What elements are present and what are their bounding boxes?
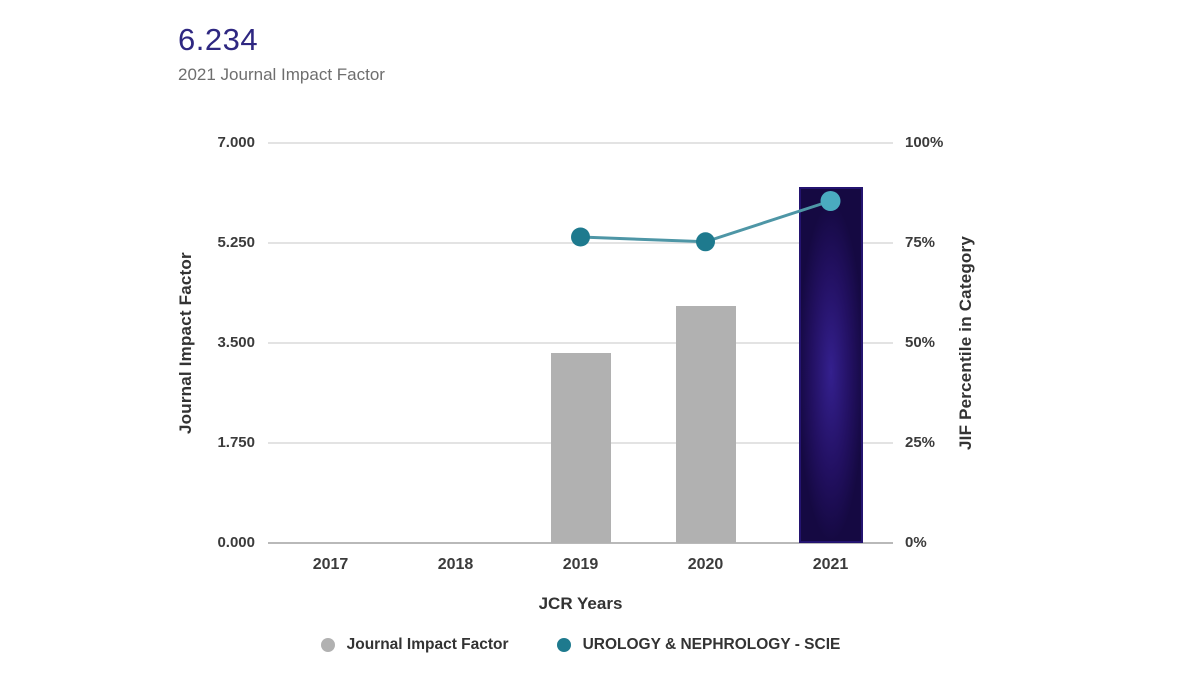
plot-area — [268, 142, 893, 544]
right-axis-tick-label: 0% — [905, 534, 927, 551]
legend-item-category-percentile[interactable]: UROLOGY & NEPHROLOGY - SCIE — [556, 636, 841, 654]
jif-caption: 2021 Journal Impact Factor — [178, 65, 385, 84]
impact-factor-bar-2019[interactable] — [550, 352, 611, 543]
right-axis-tick-label: 50% — [905, 334, 936, 351]
x-axis-tick-label-2017: 2017 — [312, 556, 349, 573]
percentile-point-2020[interactable] — [696, 232, 715, 252]
gray-dot-icon — [320, 638, 335, 652]
left-axis-tick-label: 5.250 — [217, 234, 255, 251]
header: 6.234 2021 Journal Impact Factor — [178, 22, 385, 85]
teal-dot-icon — [556, 638, 571, 652]
x-axis-title: JCR Years — [538, 594, 623, 613]
gridline — [268, 142, 893, 144]
impact-factor-bar-2020[interactable] — [675, 305, 736, 543]
right-axis-tick-label: 100% — [905, 134, 944, 151]
right-axis-tick-label: 25% — [905, 434, 936, 451]
jif-value: 6.234 — [178, 22, 259, 57]
left-axis-tick-label: 0.000 — [217, 534, 255, 551]
x-axis-tick-label-2021: 2021 — [812, 556, 849, 573]
legend-label: UROLOGY & NEPHROLOGY - SCIE — [582, 636, 841, 653]
percentile-line-layer — [571, 191, 841, 252]
gridline — [268, 342, 893, 344]
x-axis-tick-label-2018: 2018 — [437, 556, 474, 573]
left-axis-tick-label: 1.750 — [217, 434, 255, 451]
chart-legend: Journal Impact Factor UROLOGY & NEPHROLO… — [268, 630, 893, 660]
x-axis-tick-label-2020: 2020 — [687, 556, 724, 573]
x-axis-line — [268, 542, 893, 544]
x-axis-tick-label-2019: 2019 — [562, 556, 599, 573]
legend-item-journal-impact-factor[interactable]: Journal Impact Factor — [320, 636, 509, 654]
percentile-point-2019[interactable] — [571, 227, 590, 247]
right-axis-tick-label: 75% — [905, 234, 936, 251]
percentile-point-2021[interactable] — [820, 191, 841, 211]
left-axis-tick-label: 7.000 — [217, 134, 255, 151]
left-axis-tick-label: 3.500 — [217, 334, 255, 351]
legend-label: Journal Impact Factor — [346, 636, 509, 653]
impact-factor-bar-2021[interactable] — [798, 186, 863, 543]
